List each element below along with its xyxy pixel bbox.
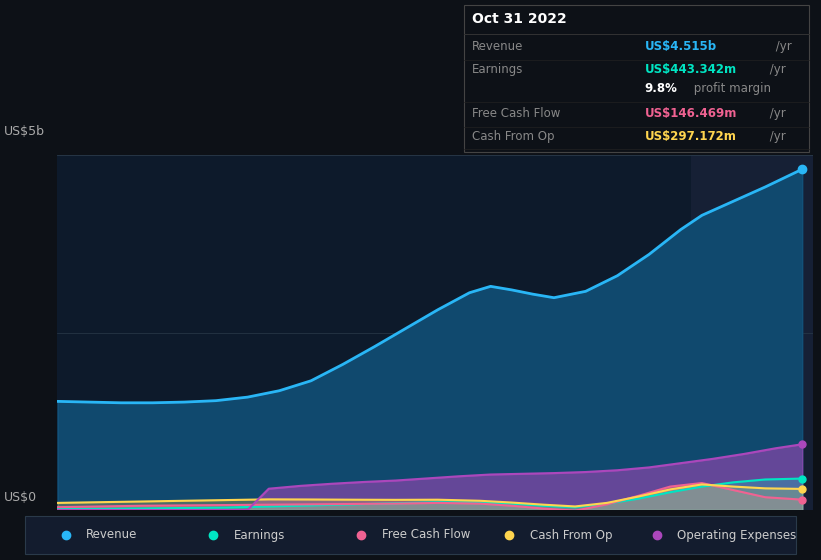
Text: US$4.515b: US$4.515b [644, 40, 717, 53]
FancyBboxPatch shape [25, 516, 796, 554]
Bar [691, 155, 813, 510]
Text: Revenue: Revenue [472, 40, 524, 53]
FancyBboxPatch shape [464, 4, 809, 152]
Text: US$146.469m: US$146.469m [644, 106, 737, 120]
Text: 9.8%: 9.8% [644, 82, 677, 95]
Text: Earnings: Earnings [234, 529, 286, 542]
Text: Earnings: Earnings [472, 63, 524, 76]
Text: Free Cash Flow: Free Cash Flow [472, 106, 561, 120]
Text: /yr: /yr [772, 40, 791, 53]
Text: US$443.342m: US$443.342m [644, 63, 736, 76]
Text: Revenue: Revenue [86, 529, 138, 542]
Text: Cash From Op: Cash From Op [530, 529, 612, 542]
Text: /yr: /yr [766, 63, 786, 76]
Text: /yr: /yr [766, 130, 786, 143]
Text: Cash From Op: Cash From Op [472, 130, 554, 143]
Text: US$297.172m: US$297.172m [644, 130, 736, 143]
Text: profit margin: profit margin [690, 82, 771, 95]
Text: US$0: US$0 [4, 492, 37, 505]
Text: Oct 31 2022: Oct 31 2022 [472, 12, 566, 26]
Text: /yr: /yr [766, 106, 786, 120]
Text: Operating Expenses: Operating Expenses [677, 529, 796, 542]
Text: US$5b: US$5b [4, 125, 45, 138]
Text: Free Cash Flow: Free Cash Flow [382, 529, 470, 542]
